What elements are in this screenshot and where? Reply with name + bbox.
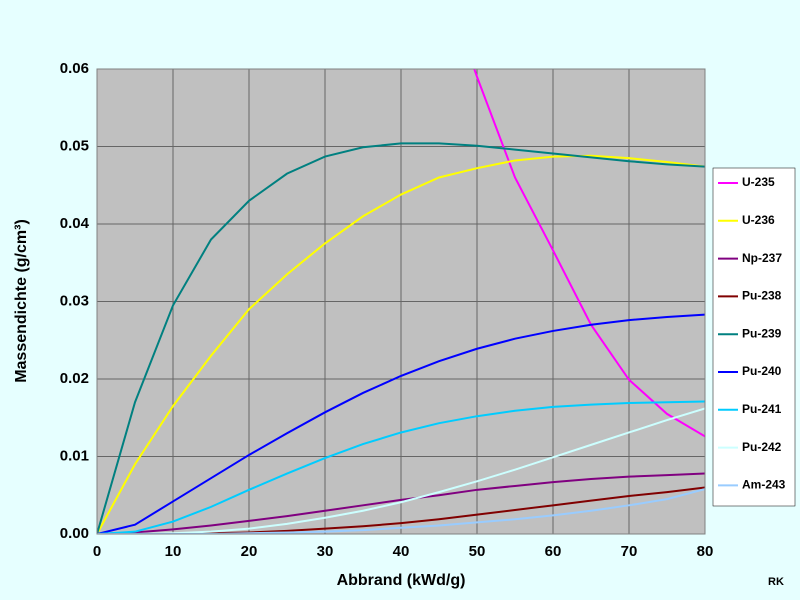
series-line: [97, 154, 705, 534]
x-tick-label: 10: [165, 543, 182, 560]
plot-border: [96, 68, 706, 535]
x-tick-label: 70: [621, 543, 638, 560]
series-line: [97, 142, 705, 534]
y-tick-label: 0.01: [60, 447, 89, 464]
y-tick-label: 0.06: [60, 60, 89, 77]
x-tick-label: 50: [469, 543, 486, 560]
x-tick-label: 80: [697, 543, 714, 560]
y-tick-label: 0.04: [60, 215, 90, 232]
series-line: [97, 407, 705, 534]
x-tick-label: 20: [241, 543, 258, 560]
x-tick-label: 30: [317, 543, 334, 560]
y-tick-label: 0.03: [60, 292, 89, 309]
legend-label: U-236: [742, 213, 775, 227]
legend-label: U-235: [742, 175, 775, 189]
x-axis-label: Abbrand (kWd/g): [337, 572, 466, 589]
series-line: [97, 472, 705, 534]
x-tick-label: 40: [393, 543, 410, 560]
legend-label: Pu-240: [742, 364, 782, 378]
legend-label: Pu-239: [742, 326, 782, 340]
series-line: [97, 400, 705, 534]
note: RK: [768, 576, 784, 588]
series-line: [97, 313, 705, 534]
legend-label: Pu-242: [742, 440, 782, 454]
lines: [97, 69, 705, 534]
ticks: 0.00 0.01 0.02 0.03 0.04 0.05 0.06 0 10 20 30 40 50 6…: [60, 60, 714, 560]
x-tick-label: 60: [545, 543, 562, 560]
legend-label: Am-243: [742, 478, 786, 492]
series-line: [473, 69, 705, 438]
y-axis-label: Massendichte (g/cm³): [13, 219, 30, 383]
y-tick-label: 0.05: [60, 137, 89, 154]
legend-label: Pu-238: [742, 289, 782, 303]
legend-label: Pu-241: [742, 402, 782, 416]
x-tick-label: 0: [93, 543, 101, 560]
series-line: [97, 488, 705, 534]
legend-box: [712, 167, 796, 507]
legend: U-235 U-236 Np-237 Pu-238 Pu-239 Pu-240 Pu-241…: [718, 175, 786, 492]
y-tick-label: 0.02: [60, 370, 89, 387]
y-tick-label: 0.00: [60, 525, 89, 542]
legend-label: Np-237: [742, 251, 782, 265]
